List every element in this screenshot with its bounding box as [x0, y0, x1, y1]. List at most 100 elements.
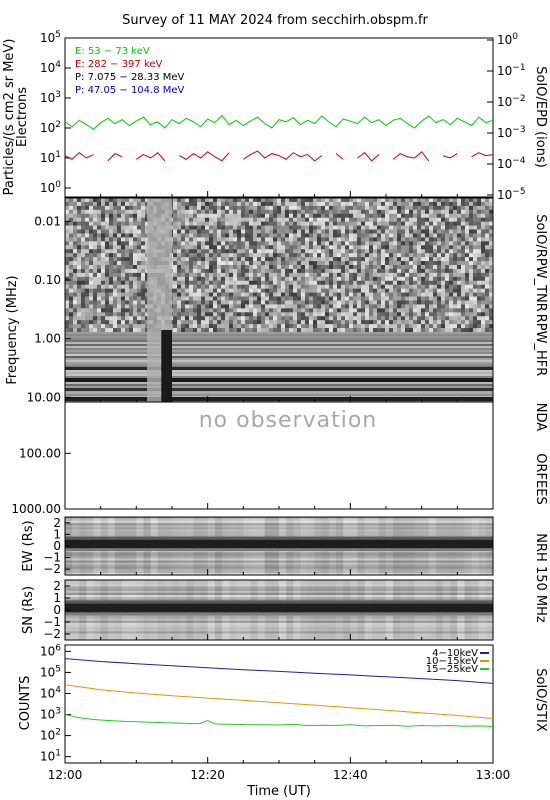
spectrogram-cell — [245, 284, 250, 289]
spectrogram-cell — [317, 304, 322, 309]
spectrogram-cell — [489, 257, 494, 262]
spectrogram-cell — [229, 265, 234, 270]
nrh-row — [65, 590, 493, 594]
spectrogram-cell — [105, 280, 110, 285]
spectrogram-cell — [109, 205, 114, 211]
spectrogram-cell — [301, 300, 306, 305]
spectrogram-cell — [365, 198, 370, 203]
spectrogram-cell — [441, 217, 446, 222]
spectrogram-cell — [421, 312, 426, 317]
spectrogram-cell — [285, 268, 290, 274]
spectrogram-cell — [481, 225, 486, 230]
spectrogram-cell — [93, 229, 98, 234]
spectrogram-cell — [181, 229, 186, 234]
spectrogram-cell — [113, 296, 118, 301]
spectrogram-cell — [105, 300, 110, 305]
spectrogram-cell — [445, 280, 450, 285]
spectrogram-cell — [189, 304, 194, 309]
spectrogram-cell — [357, 276, 362, 282]
spectrogram-cell — [101, 268, 106, 274]
spectrogram-cell — [129, 198, 134, 203]
spectrogram-cell — [177, 221, 182, 226]
spectrogram-cell — [469, 253, 474, 258]
spectrogram-cell — [125, 296, 130, 301]
spectrogram-cell — [189, 292, 194, 297]
spectrogram-cell — [441, 249, 446, 254]
spectrogram-cell — [193, 324, 198, 329]
spectrogram-cell — [237, 261, 242, 266]
spectrogram-cell — [89, 316, 94, 321]
spectrogram-cell — [453, 257, 458, 262]
spectrogram-cell — [489, 265, 494, 270]
spectrogram-cell — [289, 198, 294, 203]
spectrogram-cell — [349, 265, 354, 270]
spectrogram-cell — [141, 237, 146, 242]
spectrogram-cell — [273, 324, 278, 329]
spectrogram-cell — [133, 308, 138, 313]
spectrogram-cell — [325, 280, 330, 285]
spectrogram-cell — [105, 284, 110, 289]
spectrogram-cell — [485, 261, 490, 266]
spectrogram-cell — [77, 300, 82, 305]
hfr-band — [65, 384, 493, 387]
spectrogram-cell — [389, 261, 394, 266]
spectrogram-cell — [293, 209, 298, 215]
spectrogram-cell — [77, 201, 82, 207]
spectrogram-cell — [413, 205, 418, 211]
spectrogram-cell — [385, 308, 390, 313]
spectrogram-cell — [393, 257, 398, 262]
spectrogram-cell — [261, 280, 266, 285]
spectrogram-cell — [469, 265, 474, 270]
spectrogram-cell — [349, 312, 354, 317]
spectrogram-cell — [173, 276, 178, 282]
spectrogram-cell — [329, 201, 334, 207]
spectrogram-cell — [129, 201, 134, 207]
spectrogram-cell — [249, 288, 254, 293]
spectrogram-cell — [97, 261, 102, 266]
spectrogram-cell — [397, 268, 402, 274]
spectrogram-cell — [393, 288, 398, 293]
spectrogram-cell — [349, 280, 354, 285]
spectrogram-cell — [273, 249, 278, 254]
spectrogram-cell — [485, 209, 490, 215]
spectrogram-cell — [297, 241, 302, 246]
spectrogram-cell — [413, 229, 418, 234]
spectrogram-cell — [101, 229, 106, 234]
spectrogram-cell — [125, 253, 130, 258]
spectrogram-cell — [313, 229, 318, 234]
spectrogram-cell — [261, 288, 266, 293]
spectrogram-cell — [245, 312, 250, 317]
spectrogram-cell — [377, 261, 382, 266]
spectrogram-cell — [321, 320, 326, 325]
spectrogram-cell — [357, 268, 362, 274]
spectrogram-cell — [253, 261, 258, 266]
spectrogram-cell — [485, 253, 490, 258]
spectrogram-cell — [393, 213, 398, 218]
nrh-row — [65, 529, 493, 532]
spectrogram-cell — [337, 300, 342, 305]
spectrogram-cell — [213, 284, 218, 289]
spectrogram-cell — [445, 253, 450, 258]
spectrogram-cell — [457, 201, 462, 207]
spectrogram-cell — [105, 225, 110, 230]
spectrogram-cell — [229, 233, 234, 238]
spectrogram-cell — [413, 268, 418, 274]
spectrogram-cell — [329, 253, 334, 258]
spectrogram-cell — [93, 288, 98, 293]
spectrogram-cell — [69, 292, 74, 297]
spectrogram-cell — [81, 296, 86, 301]
spectrogram-cell — [353, 312, 358, 317]
spectrogram-cell — [357, 272, 362, 278]
spectrogram-cell — [121, 288, 126, 293]
spectrogram-cell — [445, 296, 450, 301]
spectrogram-cell — [389, 280, 394, 285]
spectrogram-cell — [381, 253, 386, 258]
spectrogram-cell — [125, 276, 130, 282]
spectrogram-cell — [113, 292, 118, 297]
spectrogram-cell — [277, 304, 282, 309]
spectrogram-cell — [413, 261, 418, 266]
spectrogram-cell — [397, 229, 402, 234]
spectrogram-cell — [97, 292, 102, 297]
spectrogram-cell — [65, 324, 70, 329]
spectrogram-cell — [329, 245, 334, 250]
